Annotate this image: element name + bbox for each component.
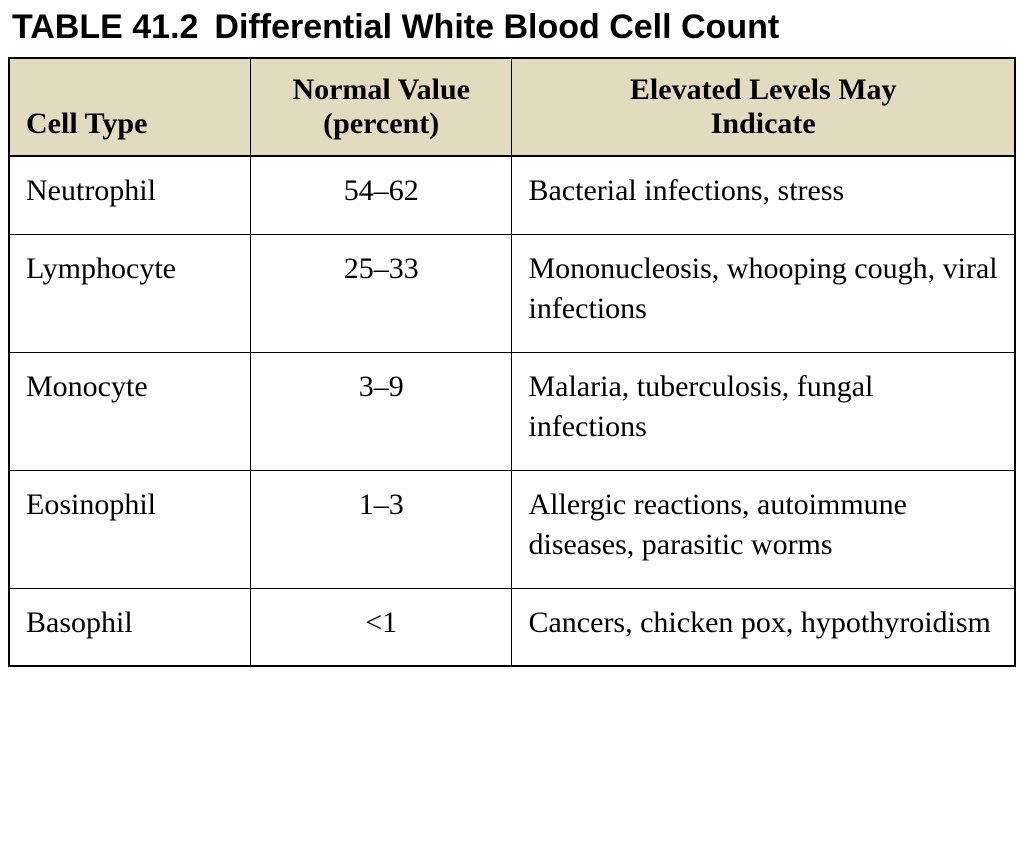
cell-elevated: Mononucleosis, whooping cough, viral inf… bbox=[512, 234, 1015, 352]
table-header-row: Cell Type Normal Value (percent) Elevate… bbox=[9, 58, 1015, 156]
cell-elevated: Allergic reactions, autoimmune diseases,… bbox=[512, 470, 1015, 588]
table-row: Eosinophil 1–3 Allergic reactions, autoi… bbox=[9, 470, 1015, 588]
cell-normal-value: 3–9 bbox=[250, 352, 512, 470]
table-title-text: Differential White Blood Cell Count bbox=[214, 8, 779, 46]
col-header-elevated-line1: Elevated Levels May bbox=[630, 73, 897, 106]
table-row: Neutrophil 54–62 Bacterial infections, s… bbox=[9, 156, 1015, 234]
cell-normal-value: 1–3 bbox=[250, 470, 512, 588]
table-row: Monocyte 3–9 Malaria, tuberculosis, fung… bbox=[9, 352, 1015, 470]
col-header-elevated-line2: Indicate bbox=[711, 107, 816, 140]
wbc-differential-table: Cell Type Normal Value (percent) Elevate… bbox=[8, 57, 1016, 667]
cell-type: Lymphocyte bbox=[9, 234, 250, 352]
cell-normal-value: <1 bbox=[250, 588, 512, 666]
cell-normal-value: 54–62 bbox=[250, 156, 512, 234]
table-row: Basophil <1 Cancers, chicken pox, hypoth… bbox=[9, 588, 1015, 666]
cell-elevated: Bacterial infections, stress bbox=[512, 156, 1015, 234]
col-header-normal-value-line1: Normal Value bbox=[292, 73, 470, 106]
cell-elevated: Cancers, chicken pox, hypothyroidism bbox=[512, 588, 1015, 666]
table-body: Neutrophil 54–62 Bacterial infections, s… bbox=[9, 156, 1015, 666]
col-header-normal-value: Normal Value (percent) bbox=[250, 58, 512, 156]
cell-elevated: Malaria, tuberculosis, fungal infections bbox=[512, 352, 1015, 470]
cell-type: Neutrophil bbox=[9, 156, 250, 234]
cell-type: Basophil bbox=[9, 588, 250, 666]
cell-type: Eosinophil bbox=[9, 470, 250, 588]
table-number: TABLE 41.2 bbox=[12, 8, 198, 46]
table-title: TABLE 41.2 Differential White Blood Cell … bbox=[8, 8, 1016, 47]
table-row: Lymphocyte 25–33 Mononucleosis, whooping… bbox=[9, 234, 1015, 352]
cell-type: Monocyte bbox=[9, 352, 250, 470]
col-header-elevated: Elevated Levels May Indicate bbox=[512, 58, 1015, 156]
col-header-cell-type: Cell Type bbox=[9, 58, 250, 156]
cell-normal-value: 25–33 bbox=[250, 234, 512, 352]
col-header-normal-value-line2: (percent) bbox=[323, 107, 439, 140]
